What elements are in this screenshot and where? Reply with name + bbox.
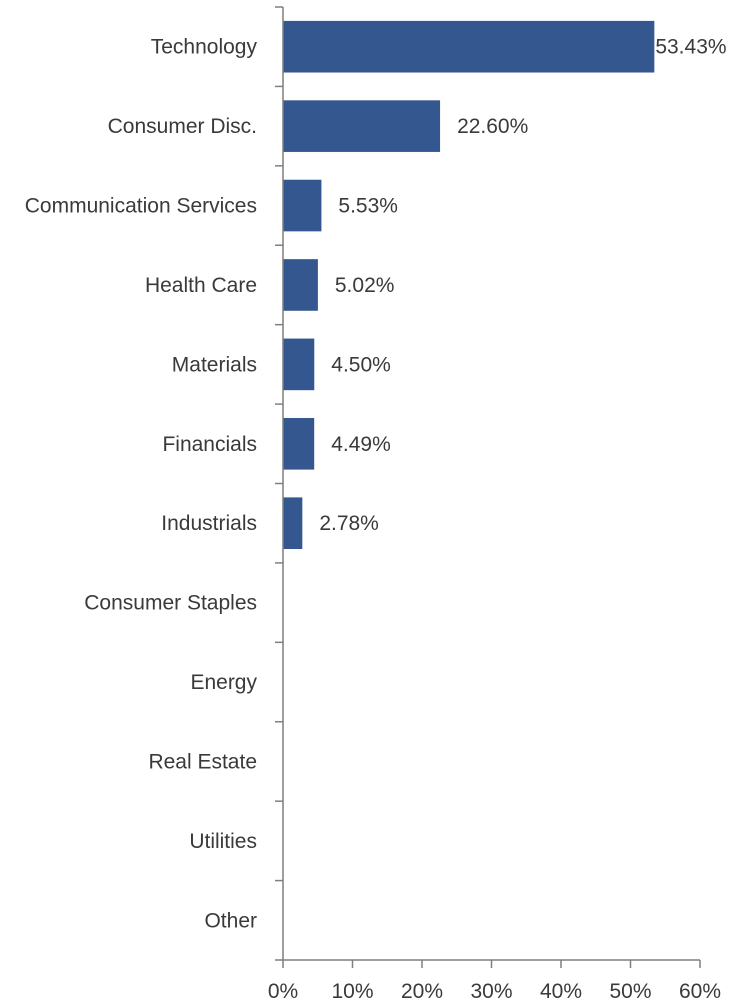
value-label-materials: 4.50%: [331, 353, 391, 376]
bar-financials: [283, 417, 315, 470]
x-tick-label-40: 40%: [540, 980, 582, 1003]
bar-health-care: [283, 259, 318, 311]
x-tick-label-50: 50%: [609, 980, 651, 1003]
x-tick-label-60: 60%: [679, 980, 721, 1003]
value-label-technology: 53.43%: [655, 36, 726, 59]
bar-materials: [283, 338, 315, 391]
value-label-financials: 4.49%: [331, 433, 391, 456]
category-label-consumer-staples: Consumer Staples: [84, 592, 257, 615]
category-label-consumer-disc: Consumer Disc.: [108, 115, 257, 138]
category-label-financials: Financials: [162, 433, 257, 456]
category-label-other: Other: [204, 909, 257, 932]
category-label-communication-services: Communication Services: [25, 195, 257, 218]
bars-group: [283, 20, 655, 550]
category-label-health-care: Health Care: [145, 274, 257, 297]
category-label-technology: Technology: [151, 36, 258, 59]
x-tick-label-20: 20%: [401, 980, 443, 1003]
category-label-materials: Materials: [172, 353, 257, 376]
category-label-industrials: Industrials: [161, 512, 257, 535]
value-label-consumer-disc: 22.60%: [457, 115, 528, 138]
axes-group: 0% 10% 20% 30% 40% 50% 60%: [268, 6, 721, 1003]
bar-consumer-disc: [283, 100, 441, 152]
category-label-energy: Energy: [190, 671, 257, 694]
category-label-real-estate: Real Estate: [148, 750, 257, 773]
bar-technology: [283, 20, 655, 73]
x-tick-label-0: 0%: [268, 980, 298, 1003]
bar-industrials: [283, 497, 303, 550]
value-label-health-care: 5.02%: [335, 274, 395, 297]
category-labels-group: Technology Consumer Disc. Communication Se…: [25, 36, 258, 933]
category-label-utilities: Utilities: [189, 830, 257, 853]
x-tick-label-30: 30%: [470, 980, 512, 1003]
value-label-communication-services: 5.53%: [338, 195, 398, 218]
value-label-industrials: 2.78%: [319, 512, 379, 535]
x-tick-label-10: 10%: [331, 980, 373, 1003]
bar-communication-services: [283, 179, 322, 232]
value-labels-group: 53.43% 22.60% 5.53% 5.02% 4.50% 4.49% 2.78%: [319, 36, 726, 535]
